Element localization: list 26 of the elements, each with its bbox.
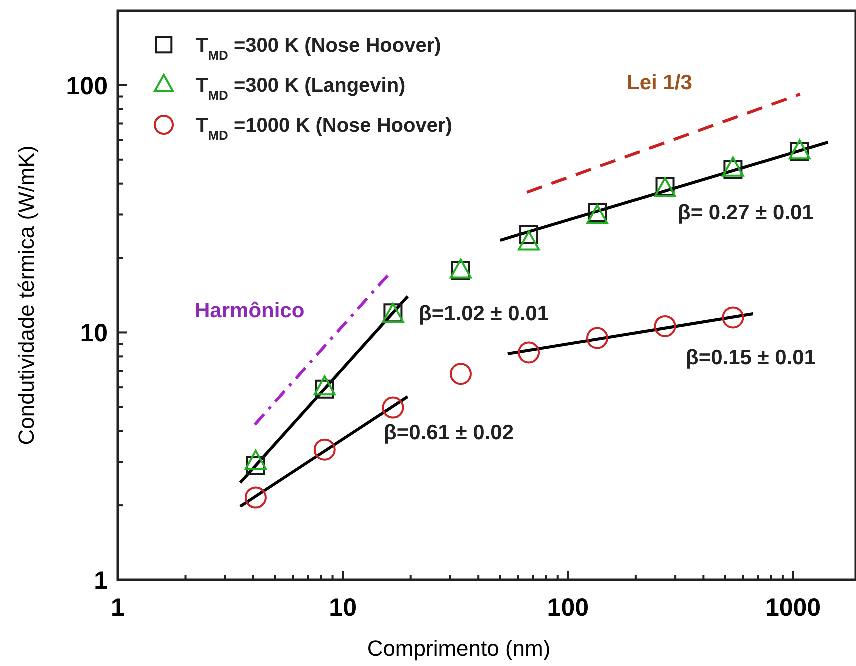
legend-label: T$_{MD}$ =300 K (Nose Hoover)	[196, 35, 442, 62]
point	[314, 438, 336, 461]
point	[244, 486, 267, 509]
point	[450, 363, 472, 386]
y-axis-title: Condutividade térmica (W/mK)	[14, 146, 39, 446]
point	[382, 396, 404, 419]
annotation: β=0.15 ± 0.01	[686, 346, 816, 370]
point	[654, 315, 676, 338]
x-tick-label: 1000	[765, 594, 822, 622]
point	[586, 327, 609, 350]
y-tick-label: 1	[94, 567, 108, 595]
annotation: β= 0.27 ± 0.01	[678, 201, 814, 224]
legend-label: T$_{MD}$ =300 K (Langevin)	[196, 75, 406, 102]
point	[722, 306, 744, 329]
y-tick-label: 10	[80, 320, 108, 348]
annotation: Harmônico	[195, 299, 305, 322]
y-tick-label: 100	[66, 72, 108, 100]
x-tick-label: 1	[111, 594, 126, 622]
x-axis-title: Comprimento (nm)	[367, 636, 551, 661]
point	[518, 342, 540, 364]
annotation: β=0.61 ± 0.02	[384, 421, 514, 444]
x-tick-label: 10	[329, 594, 357, 622]
annotation: Lei 1/3	[627, 71, 692, 94]
x-tick-label: 100	[547, 594, 590, 622]
annotation: β=1.02 ± 0.01	[419, 302, 550, 326]
legend-label: T$_{MD}$ =1000 K (Nose Hoover)	[196, 115, 452, 142]
